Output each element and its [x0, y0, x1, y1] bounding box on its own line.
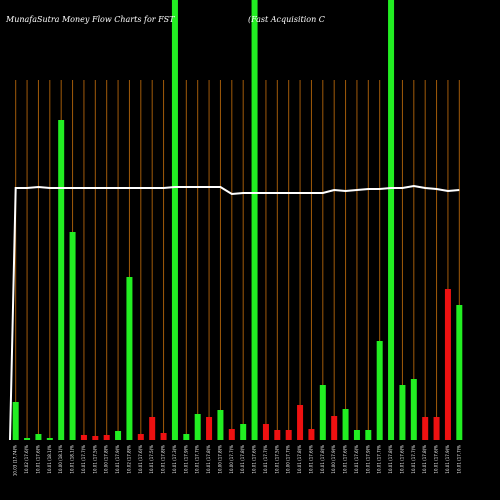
x-tick-label: 10.01 (17.9)% — [365, 445, 370, 474]
money-flow-bar — [285, 430, 292, 440]
x-tick-label: 10.01 (17.8)% — [240, 445, 245, 474]
x-tick-label: 10.01 (17.7)% — [377, 445, 382, 474]
money-flow-bar — [433, 417, 440, 440]
money-flow-bar — [24, 438, 31, 440]
money-flow-bar — [149, 417, 156, 440]
money-flow-bar — [58, 120, 65, 440]
x-axis-tick-labels: 10.03 (17.74)% 10.02 (17.6)% 10.01 (17.6)%… — [13, 445, 462, 476]
x-tick-label: 10.01 (17.5)% — [149, 445, 154, 474]
x-tick-label: 10.01 (17.7)% — [81, 445, 86, 474]
x-tick-label: 10.01 (17.6)% — [35, 445, 40, 474]
chart-bars — [12, 0, 463, 440]
money-flow-bar — [194, 414, 201, 440]
money-flow-bar — [331, 416, 338, 440]
x-tick-label: 10.01 (17.8)% — [206, 445, 211, 474]
x-tick-label: 10.00 (17.7)% — [286, 445, 291, 474]
x-tick-label: 10.01 (17.6)% — [252, 445, 257, 474]
money-flow-bar — [92, 436, 99, 440]
money-flow-bar — [297, 405, 304, 440]
money-flow-bar — [46, 438, 53, 440]
money-flow-bar — [456, 305, 463, 440]
x-tick-label: 10.01 (18.1)% — [70, 445, 75, 474]
x-tick-label: 10.00 (17.8)% — [104, 445, 109, 474]
chart-subtitle: (Fast Acquisition C — [248, 15, 325, 24]
money-flow-bar — [206, 417, 213, 440]
money-flow-bar — [80, 435, 87, 440]
chart-title: MunafaSutra Money Flow Charts for FST — [5, 15, 175, 24]
x-tick-label: 10.01 (17.8)% — [422, 445, 427, 474]
money-flow-bar — [103, 435, 110, 440]
money-flow-bar — [342, 409, 349, 440]
money-flow-bar — [399, 385, 406, 440]
x-tick-label: 10.01 (17.9)% — [183, 445, 188, 474]
x-tick-label: 10.01 (17.3)% — [172, 445, 177, 474]
x-tick-label: 10.01 (17.6)% — [354, 445, 359, 474]
x-tick-label: 10.01 (17.8)% — [388, 445, 393, 474]
money-flow-bar — [388, 0, 395, 440]
x-tick-label: 10.01 (17.6)% — [138, 445, 143, 474]
money-flow-bar — [160, 433, 167, 440]
money-flow-bar — [422, 417, 429, 440]
money-flow-bar — [376, 341, 383, 440]
x-tick-label: 10.01 (17.5)% — [92, 445, 97, 474]
money-flow-bar — [353, 430, 360, 440]
x-tick-label: 10.01 (17.6)% — [308, 445, 313, 474]
money-flow-bar — [137, 434, 144, 440]
x-tick-label: 10.01 (17.7)% — [195, 445, 200, 474]
x-tick-label: 10.00 (18.1)% — [58, 445, 63, 474]
money-flow-bar — [228, 429, 235, 440]
money-flow-bar — [308, 429, 315, 440]
x-tick-label: 10.01 (17.6)% — [434, 445, 439, 474]
money-flow-bar — [35, 434, 42, 440]
money-flow-bar — [171, 0, 178, 440]
money-flow-bar — [12, 402, 19, 440]
x-tick-label: 10.01 (17.7)% — [411, 445, 416, 474]
money-flow-bar — [365, 430, 372, 440]
money-flow-bar — [115, 431, 122, 440]
money-flow-bar — [444, 289, 451, 440]
x-tick-label: 10.01 (17.7)% — [456, 445, 461, 474]
x-tick-label: 10.01 (17.6)% — [399, 445, 404, 474]
x-tick-label: 10.01 (17.9)% — [445, 445, 450, 474]
money-flow-bar — [319, 385, 326, 440]
money-flow-bar — [274, 430, 281, 440]
money-flow-bar — [126, 277, 133, 440]
x-tick-label: 10.01 (17.5)% — [274, 445, 279, 474]
x-tick-label: 10.01 (17.8)% — [297, 445, 302, 474]
x-tick-label: 10.00 (17.7)% — [229, 445, 234, 474]
x-tick-label: 10.02 (17.8)% — [126, 445, 131, 474]
money-flow-bar — [410, 379, 417, 440]
x-tick-label: 10.01 (17.7)% — [263, 445, 268, 474]
money-flow-bar — [183, 434, 190, 440]
x-tick-label: 10.01 (17.8)% — [161, 445, 166, 474]
x-tick-label: 10.02 (17.6)% — [24, 445, 29, 474]
x-tick-label: 10.01 (18.1)% — [47, 445, 52, 474]
money-flow-bar — [251, 0, 258, 440]
x-tick-label: 10.01 (17.6)% — [343, 445, 348, 474]
money-flow-bar — [69, 232, 76, 440]
money-flow-bar — [217, 410, 224, 440]
money-flow-line — [9, 184, 460, 441]
x-tick-label: 10.01 (17.9)% — [115, 445, 120, 474]
money-flow-bar — [262, 424, 269, 440]
x-tick-label: 10.03 (17.74)% — [13, 445, 18, 476]
money-flow-bar — [240, 424, 247, 440]
x-tick-label: 10.00 (17.9)% — [331, 445, 336, 474]
x-tick-label: 10.01 (17.8)% — [320, 445, 325, 474]
x-tick-label: 10.00 (17.8)% — [217, 445, 222, 474]
